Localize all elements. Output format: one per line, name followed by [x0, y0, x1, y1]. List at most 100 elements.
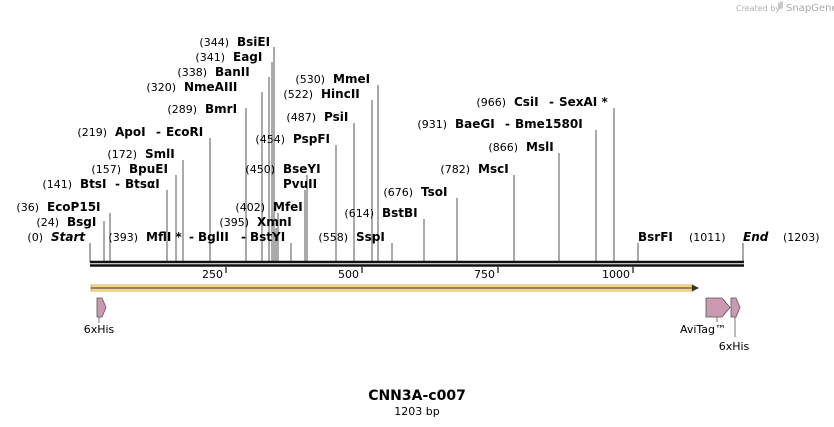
svg-text:(614): (614) — [344, 207, 374, 220]
site-label-nmeaiii[interactable]: (320) NmeAIII — [146, 80, 237, 94]
credit-brand: SnapGene — [786, 3, 834, 14]
site-label-xmni[interactable]: (395) XmnI — [219, 215, 291, 229]
site-label-bseyi[interactable]: (450) BseYI — [245, 162, 320, 176]
site-label-btsi[interactable]: (141) BtsI - BtsαI — [42, 177, 159, 191]
site-label-bmri[interactable]: (289) BmrI — [167, 102, 237, 116]
svg-text:(344): (344) — [199, 36, 229, 49]
svg-text:SmlI: SmlI — [145, 147, 175, 161]
svg-text:PspFI: PspFI — [293, 132, 330, 146]
svg-text:-: - — [549, 95, 554, 109]
site-label-banii[interactable]: (338) BanII — [177, 65, 249, 79]
svg-text:BtsαI: BtsαI — [125, 177, 160, 191]
site-label-mfei[interactable]: (402) MfeI — [235, 200, 302, 214]
site-label-psii[interactable]: (487) PsiI — [286, 110, 348, 124]
site-label-smli[interactable]: (172) SmlI — [107, 147, 174, 161]
svg-text:MflI *: MflI * — [146, 230, 182, 244]
svg-text:BsgI: BsgI — [67, 215, 96, 229]
svg-text:BpuEI: BpuEI — [129, 162, 168, 176]
site-label-baegi-bme1580i[interactable]: (931) BaeGI - Bme1580I — [417, 117, 582, 131]
svg-text:-: - — [115, 177, 120, 191]
svg-text:TsoI: TsoI — [421, 185, 447, 199]
site-label-ecop15i[interactable]: (36) EcoP15I — [16, 200, 100, 214]
svg-text:-: - — [189, 230, 194, 244]
site-label-sspi[interactable]: (558) SspI — [318, 230, 384, 244]
svg-text:EcoP15I: EcoP15I — [47, 200, 101, 214]
ruler-label-500: 500 — [338, 268, 359, 281]
site-label-eagi[interactable]: (341) EagI — [195, 50, 262, 64]
snapgene-credit: Created by SnapGene — [736, 1, 834, 14]
feature-6xhis-end[interactable]: 6xHis — [719, 297, 750, 353]
svg-text:-: - — [505, 117, 510, 131]
svg-text:-: - — [156, 125, 161, 139]
svg-text:BsrFI: BsrFI — [638, 230, 673, 244]
map-title: CNN3A-c007 — [368, 388, 466, 404]
snapgene-logo-icon — [778, 1, 783, 10]
svg-text:BanII: BanII — [215, 65, 250, 79]
feature-label: AviTag™ — [680, 323, 726, 336]
feature-label: 6xHis — [84, 323, 115, 336]
map-subtitle: 1203 bp — [394, 405, 439, 418]
svg-text:-: - — [241, 230, 246, 244]
svg-text:(931): (931) — [417, 118, 447, 131]
svg-text:PsiI: PsiI — [324, 110, 348, 124]
feature-arrow — [730, 297, 741, 318]
feature-arrow — [96, 297, 107, 318]
svg-text:SspI: SspI — [356, 230, 385, 244]
svg-text:(782): (782) — [440, 163, 470, 176]
site-label-tsoi[interactable]: (676) TsoI — [383, 185, 447, 199]
site-label-mfli-bglii-bstyi[interactable]: (393) MflI * - BglII - BstYI — [108, 230, 285, 244]
site-label-mmei[interactable]: (530) MmeI — [295, 72, 370, 86]
feature-6xhis-start[interactable]: 6xHis — [84, 297, 115, 336]
svg-text:(24): (24) — [36, 216, 59, 229]
site-labels: (344) BsiEI (341) EagI (338) BanII (320)… — [16, 35, 819, 244]
svg-text:MmeI: MmeI — [333, 72, 370, 86]
svg-text:BsiEI: BsiEI — [237, 35, 270, 49]
site-label-msli[interactable]: (866) MslI — [488, 140, 553, 154]
svg-text:(0): (0) — [27, 231, 43, 244]
svg-text:BtsI: BtsI — [80, 177, 107, 191]
orf-arrow[interactable] — [90, 284, 699, 292]
svg-text:HincII: HincII — [321, 87, 360, 101]
svg-text:(338): (338) — [177, 66, 207, 79]
svg-text:MfeI: MfeI — [273, 200, 303, 214]
site-label-bsrfi[interactable]: BsrFI (1011) — [638, 230, 726, 244]
svg-text:Start: Start — [51, 230, 86, 244]
ruler: 250 500 750 1000 — [202, 267, 634, 281]
site-label-apoi-ecori[interactable]: (219) ApoI - EcoRI — [77, 125, 203, 139]
site-label-bsiei[interactable]: (344) BsiEI — [199, 35, 270, 49]
svg-text:(1011): (1011) — [689, 231, 726, 244]
svg-text:(289): (289) — [167, 103, 197, 116]
ruler-label-250: 250 — [202, 268, 223, 281]
ruler-label-1000: 1000 — [602, 268, 630, 281]
site-label-csii-sexai[interactable]: (966) CsiI - SexAI * — [476, 95, 608, 109]
svg-text:(402): (402) — [235, 201, 265, 214]
site-label-msci[interactable]: (782) MscI — [440, 162, 508, 176]
feature-avitag[interactable]: AviTag™ — [680, 297, 731, 336]
site-label-pvuii[interactable]: PvuII — [283, 177, 317, 191]
svg-text:End: End — [743, 230, 769, 244]
svg-text:(393): (393) — [108, 231, 138, 244]
svg-text:CsiI: CsiI — [514, 95, 539, 109]
svg-text:Bme1580I: Bme1580I — [515, 117, 583, 131]
svg-text:ApoI: ApoI — [115, 125, 146, 139]
svg-text:(157): (157) — [91, 163, 121, 176]
svg-text:MslI: MslI — [526, 140, 554, 154]
site-label-bsgi[interactable]: (24) BsgI — [36, 215, 96, 229]
svg-text:(522): (522) — [283, 88, 313, 101]
svg-text:MscI: MscI — [478, 162, 509, 176]
site-label-pspfi[interactable]: (454) PspFI — [255, 132, 330, 146]
feature-label: 6xHis — [719, 340, 750, 353]
svg-text:BseYI: BseYI — [283, 162, 321, 176]
svg-text:(141): (141) — [42, 178, 72, 191]
svg-text:(558): (558) — [318, 231, 348, 244]
svg-text:SexAI *: SexAI * — [559, 95, 608, 109]
svg-text:(676): (676) — [383, 186, 413, 199]
svg-text:BglII: BglII — [198, 230, 229, 244]
site-label-bpuei[interactable]: (157) BpuEI — [91, 162, 168, 176]
svg-text:(530): (530) — [295, 73, 325, 86]
site-label-hincii[interactable]: (522) HincII — [283, 87, 359, 101]
site-label-bstbi[interactable]: (614) BstBI — [344, 206, 417, 220]
svg-text:XmnI: XmnI — [257, 215, 292, 229]
svg-text:(395): (395) — [219, 216, 249, 229]
